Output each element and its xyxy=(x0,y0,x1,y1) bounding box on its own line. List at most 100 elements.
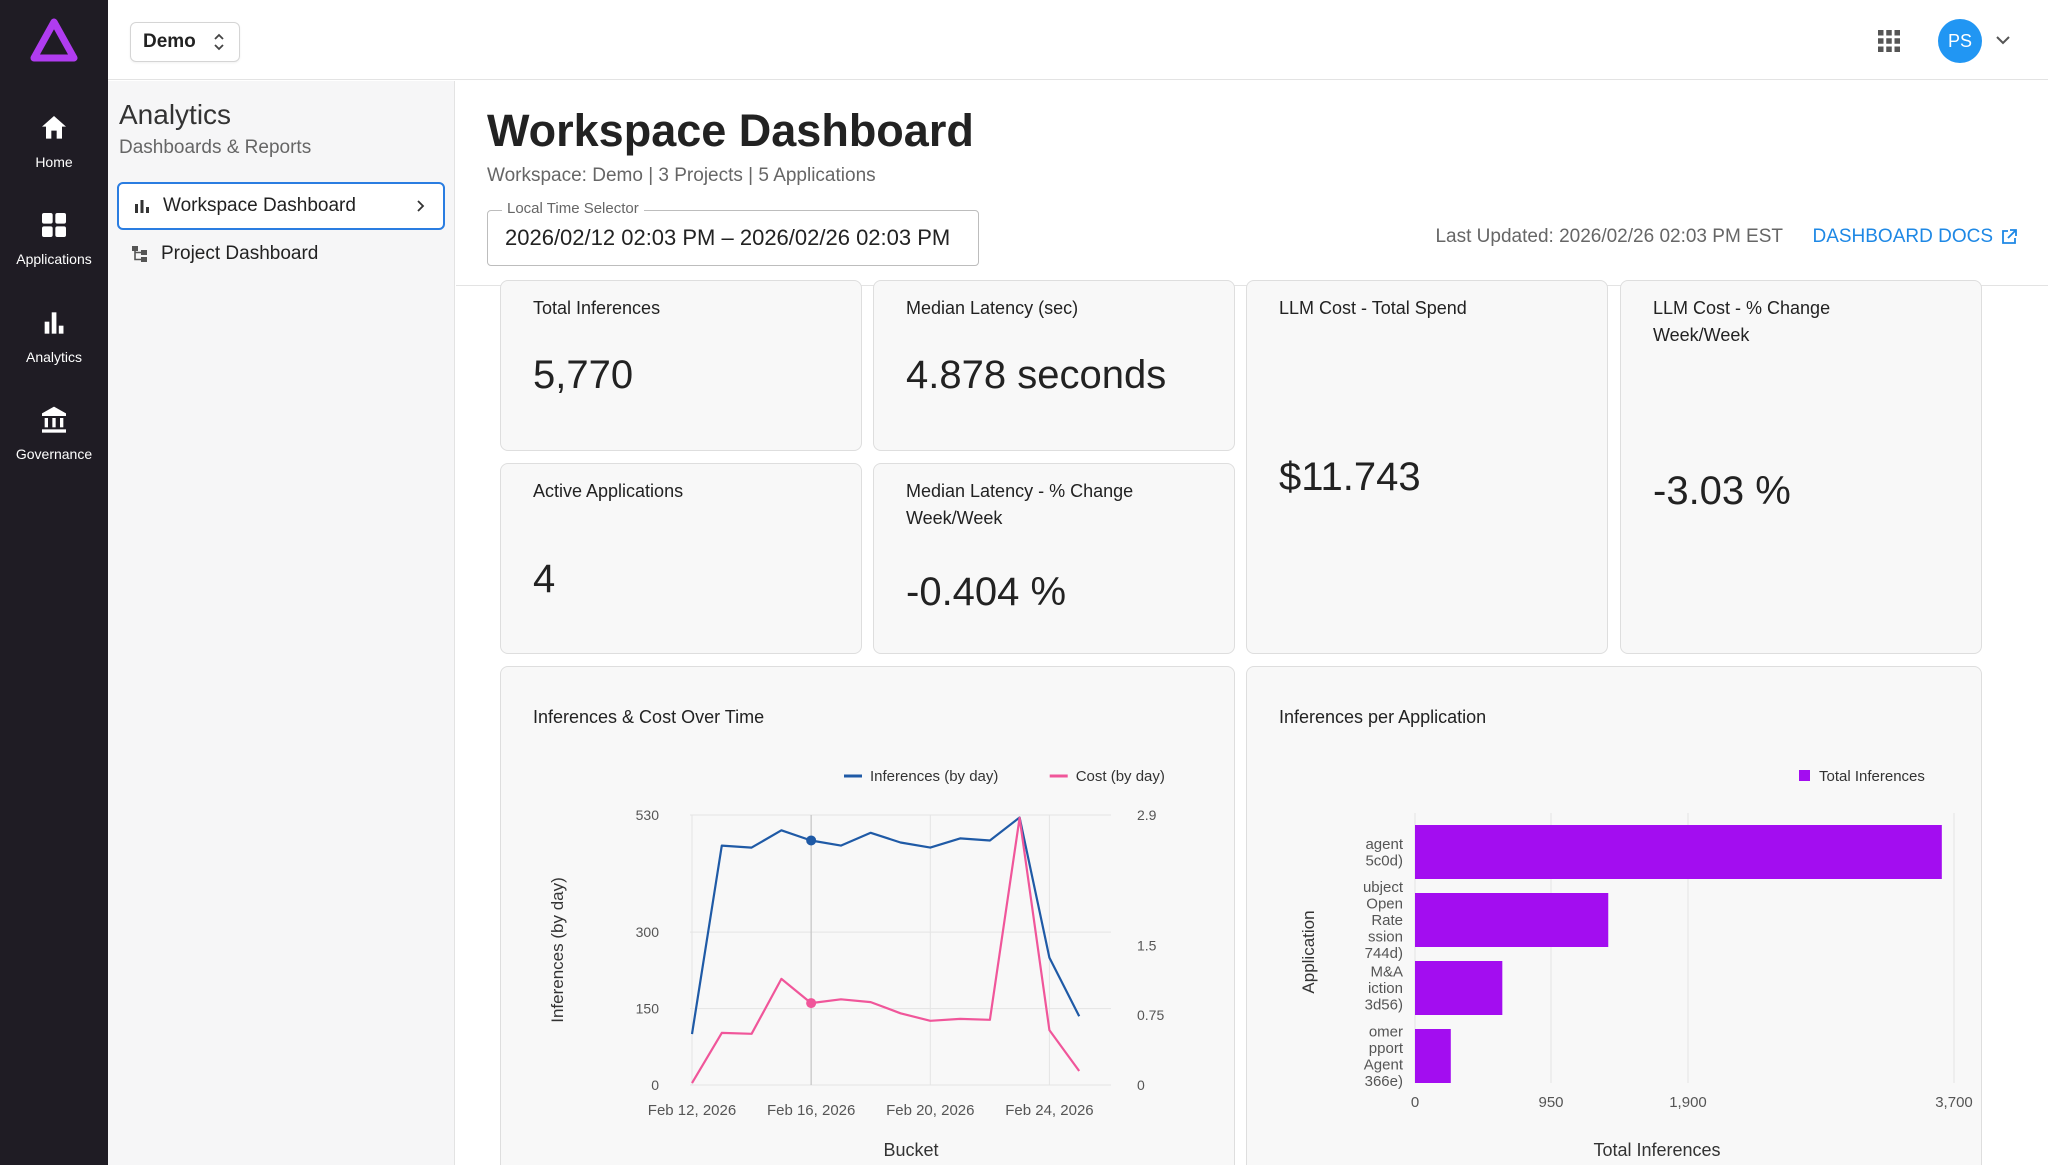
metric-value: 5,770 xyxy=(533,353,634,397)
y-axis-label: Inferences (by day) xyxy=(548,877,567,1023)
chevron-right-icon xyxy=(417,200,425,212)
category-label: omer xyxy=(1369,1023,1403,1040)
rail-item-analytics[interactable]: Analytics xyxy=(0,299,108,389)
dashboard-header: Workspace Dashboard Workspace: Demo | 3 … xyxy=(456,81,2048,286)
metric-value: $11.743 xyxy=(1279,455,1421,499)
external-link-icon xyxy=(2002,229,2017,244)
app-rail: Home Applications Analytics Governance xyxy=(0,0,108,1165)
x-tick-label: Feb 12, 2026 xyxy=(648,1102,736,1119)
bar xyxy=(1415,1029,1451,1083)
metric-label: Active Applications xyxy=(533,481,684,501)
workspace-select[interactable]: Demo xyxy=(130,22,240,62)
rail-item-governance[interactable]: Governance xyxy=(0,396,108,486)
sidebar-item-label: Project Dashboard xyxy=(161,243,319,264)
home-icon xyxy=(42,116,66,139)
metric-value: -0.404 % xyxy=(906,570,1067,614)
metric-label: LLM Cost - Total Spend xyxy=(1279,298,1467,318)
y-tick-label: 150 xyxy=(636,1001,660,1017)
metric-label: Total Inferences xyxy=(533,298,661,318)
bar-chart-icon xyxy=(135,200,149,213)
category-label: iction xyxy=(1368,980,1403,997)
dashboard-docs-link[interactable]: DASHBOARD DOCS xyxy=(1812,226,2018,248)
logo-icon[interactable] xyxy=(30,18,78,64)
chart-title: Inferences per Application xyxy=(1279,707,1487,727)
series-line xyxy=(691,816,1081,1084)
chart-card-inferences-cost: Inferences & Cost Over Time 0 150 300 530 0 0… xyxy=(500,666,1235,1165)
time-selector-label: Local Time Selector xyxy=(502,200,644,217)
category-label: M&A xyxy=(1370,964,1403,981)
docs-link-label: DASHBOARD DOCS xyxy=(1812,226,1993,247)
legend-swatch xyxy=(1799,770,1810,781)
metric-card-total-inferences: Total Inferences 5,770 xyxy=(500,280,862,451)
unfold-icon xyxy=(214,33,224,51)
chart-title: Inferences & Cost Over Time xyxy=(533,707,765,727)
y-tick-label: 530 xyxy=(636,807,660,823)
bar xyxy=(1415,961,1503,1015)
category-label: 366e) xyxy=(1365,1073,1403,1090)
category-label: 5c0d) xyxy=(1365,852,1403,869)
category-label: 3d56) xyxy=(1365,997,1403,1014)
sidebar-item-project-dashboard[interactable]: Project Dashboard xyxy=(117,230,445,278)
x-tick-label: 950 xyxy=(1538,1094,1563,1111)
top-bar: Demo PS xyxy=(108,0,2048,80)
category-label: Rate xyxy=(1371,912,1403,929)
chevron-down-icon[interactable] xyxy=(1994,33,2012,47)
category-label: ubject xyxy=(1363,879,1404,896)
legend-label: Total Inferences xyxy=(1819,768,1925,785)
line-chart[interactable]: 0 150 300 530 0 0.75 1.5 2.9 Feb 12, 2026 Feb 16,… xyxy=(501,667,1234,1165)
category-label: pport xyxy=(1369,1040,1404,1057)
rail-label-analytics: Analytics xyxy=(25,349,83,365)
last-updated: Last Updated: 2026/02/26 02:03 PM EST xyxy=(1435,226,1783,247)
y2-tick-label: 1.5 xyxy=(1137,937,1157,953)
metric-card-llm-cost-total: LLM Cost - Total Spend $11.743 xyxy=(1246,280,1608,654)
rail-item-applications[interactable]: Applications xyxy=(0,201,108,291)
bar xyxy=(1415,893,1609,947)
y-axis-label: Application xyxy=(1299,910,1318,993)
workspace-select-value: Demo xyxy=(143,31,196,52)
page-subtitle: Workspace: Demo | 3 Projects | 5 Applica… xyxy=(487,165,876,186)
legend-label: Cost (by day) xyxy=(1076,768,1165,785)
rail-item-home[interactable]: Home xyxy=(0,104,108,194)
apps-grid-icon[interactable] xyxy=(1878,30,1900,52)
grid-icon xyxy=(42,213,66,237)
bank-icon xyxy=(42,406,66,433)
sidebar-subtitle: Dashboards & Reports xyxy=(119,137,312,158)
user-avatar[interactable]: PS xyxy=(1938,19,1982,63)
category-label: agent xyxy=(1365,836,1403,853)
series-line xyxy=(690,816,1081,1035)
x-tick-label: Feb 24, 2026 xyxy=(1005,1102,1093,1119)
metric-value: 4.878 seconds xyxy=(906,353,1167,397)
x-axis-label: Bucket xyxy=(883,1140,938,1160)
y2-tick-label: 2.9 xyxy=(1137,807,1157,823)
x-axis-label: Total Inferences xyxy=(1593,1140,1720,1160)
page-title: Workspace Dashboard xyxy=(487,105,974,156)
y2-tick-label: 0 xyxy=(1137,1077,1145,1093)
metric-card-latency-change: Median Latency - % Change Week/Week -0.4… xyxy=(873,463,1235,654)
y-tick-label: 300 xyxy=(636,924,660,940)
time-selector[interactable]: Local Time Selector 2026/02/12 02:03 PM … xyxy=(487,200,979,266)
rail-label-governance: Governance xyxy=(15,446,93,462)
y2-tick-label: 0.75 xyxy=(1137,1007,1164,1023)
metric-value: -3.03 % xyxy=(1653,469,1791,513)
sidebar-title: Analytics xyxy=(119,99,232,130)
x-tick-label: 3,700 xyxy=(1935,1094,1973,1111)
chart-card-inferences-per-app: Inferences per Application 0 950 1,900 3,70… xyxy=(1246,666,1982,1165)
category-label: Open xyxy=(1366,896,1403,913)
metric-label: LLM Cost - % Change Week/Week xyxy=(1653,298,1831,345)
metric-card-median-latency: Median Latency (sec) 4.878 seconds xyxy=(873,280,1235,451)
hover-point xyxy=(806,998,817,1009)
y-tick-label: 0 xyxy=(651,1077,659,1093)
time-selector-value: 2026/02/12 02:03 PM – 2026/02/26 02:03 P… xyxy=(505,225,951,250)
hover-point xyxy=(806,835,817,846)
sidebar-item-label: Workspace Dashboard xyxy=(163,195,356,216)
metric-value: 4 xyxy=(533,557,556,601)
bar xyxy=(1415,825,1942,879)
sidebar-item-workspace-dashboard[interactable]: Workspace Dashboard xyxy=(117,182,445,230)
category-label: 744d) xyxy=(1365,945,1403,962)
metric-label: Median Latency - % Change Week/Week xyxy=(906,481,1134,528)
x-tick-label: Feb 16, 2026 xyxy=(767,1102,855,1119)
x-tick-label: 1,900 xyxy=(1669,1094,1707,1111)
metric-card-active-applications: Active Applications 4 xyxy=(500,463,862,654)
x-tick-label: Feb 20, 2026 xyxy=(886,1102,974,1119)
